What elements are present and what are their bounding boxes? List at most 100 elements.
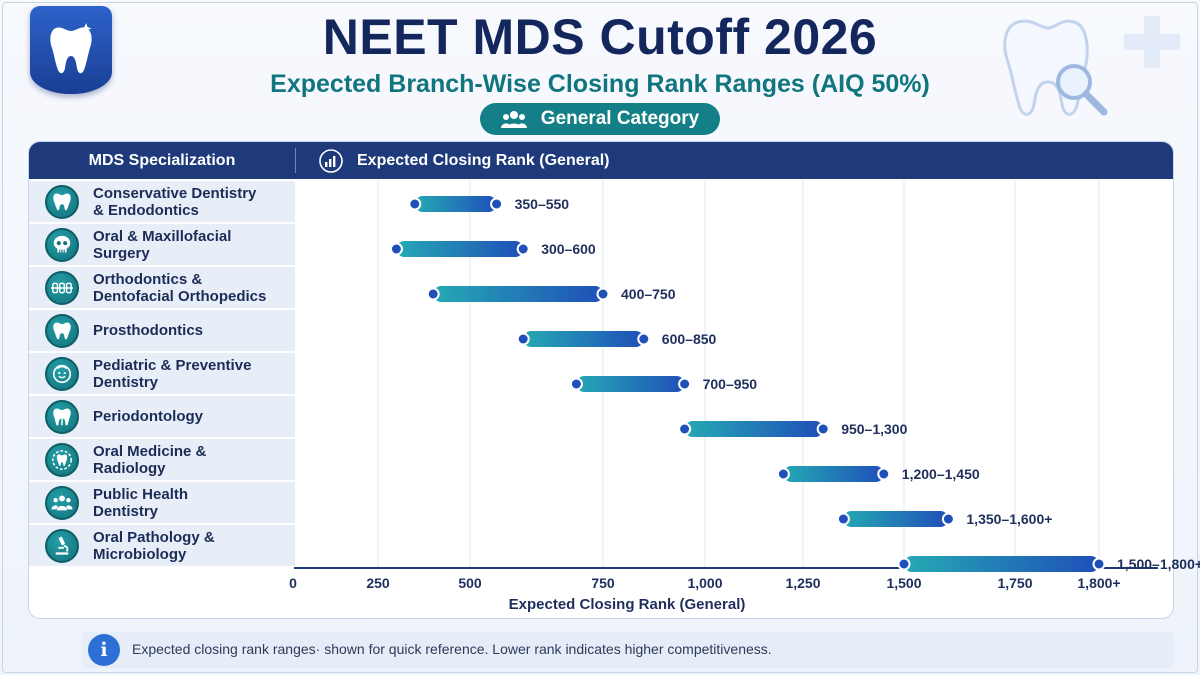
specialization-label: Oral Pathology & Microbiology xyxy=(93,528,215,563)
category-pill: General Category xyxy=(480,103,720,135)
bar-chart-icon xyxy=(319,148,343,173)
range-bar-group: 1,500–1,800+ xyxy=(897,556,1200,572)
x-tick-label: 1,800+ xyxy=(1077,575,1120,591)
range-bar-start-dot xyxy=(778,469,788,479)
range-bar-group: 700–950 xyxy=(569,376,758,392)
range-bar xyxy=(433,286,603,302)
range-bar-end-dot xyxy=(518,244,528,254)
footer-note-box xyxy=(82,632,1174,668)
range-bar xyxy=(523,331,644,347)
specialization-label: Conservative Dentistry & Endodontics xyxy=(93,184,257,219)
tooth-logo-icon xyxy=(50,23,92,74)
specialization-label: Orthodontics & Dentofacial Orthopedics xyxy=(93,270,267,305)
tooth-logo-badge xyxy=(30,6,112,94)
range-bar-end-dot xyxy=(879,469,889,479)
range-bar xyxy=(843,511,949,527)
x-tick-label: 250 xyxy=(366,575,390,591)
range-value-label: 400–750 xyxy=(621,286,676,302)
x-tick-label: 0 xyxy=(289,575,297,591)
range-bar-group: 600–850 xyxy=(516,331,717,347)
microscope-icon xyxy=(45,528,79,563)
range-bar-group: 1,200–1,450 xyxy=(776,466,980,482)
range-bar-end-dot xyxy=(1094,559,1104,569)
range-bar-start-dot xyxy=(391,244,401,254)
range-value-label: 1,500–1,800+ xyxy=(1117,556,1200,572)
x-tick-label: 1,750 xyxy=(997,575,1032,591)
specialization-label: Oral & Maxillofacial Surgery xyxy=(93,227,232,262)
specialization-row: Conservative Dentistry & Endodontics xyxy=(29,181,295,224)
range-bar-end-dot xyxy=(680,379,690,389)
range-bar xyxy=(783,466,884,482)
header-divider xyxy=(295,148,296,173)
range-bar-end-dot xyxy=(639,334,649,344)
panel-header: MDS Specialization Expected Closing Rank… xyxy=(29,142,1173,179)
range-bar-group: 300–600 xyxy=(389,241,596,257)
range-bar-start-dot xyxy=(571,379,581,389)
page-title: NEET MDS Cutoff 2026 xyxy=(322,9,878,65)
specialization-label: Public Health Dentistry xyxy=(93,485,189,520)
range-value-label: 600–850 xyxy=(662,331,717,347)
x-tick-label: 1,000 xyxy=(687,575,722,591)
specialization-row: Oral Pathology & Microbiology xyxy=(29,525,295,568)
tooth-scan-icon xyxy=(45,442,79,477)
tooth-icon xyxy=(45,184,79,219)
specialization-label: Periodontology xyxy=(93,408,203,425)
range-bar-start-dot xyxy=(899,559,909,569)
range-value-label: 950–1,300 xyxy=(841,421,907,437)
range-bar-start-dot xyxy=(680,424,690,434)
rank-column-header-label: Expected Closing Rank (General) xyxy=(357,151,610,169)
specialization-list: Conservative Dentistry & Endodontics Oral… xyxy=(29,181,295,568)
range-bar xyxy=(414,196,497,212)
grid-lines xyxy=(377,180,1100,568)
specialization-row: Periodontology xyxy=(29,396,295,439)
child-face-icon xyxy=(45,356,79,391)
range-bar-start-dot xyxy=(518,334,528,344)
range-bar-end-dot xyxy=(818,424,828,434)
skull-icon xyxy=(45,227,79,262)
specialization-row: Orthodontics & Dentofacial Orthopedics xyxy=(29,267,295,310)
info-icon: i xyxy=(88,634,120,666)
x-tick-label: 750 xyxy=(591,575,615,591)
people-icon xyxy=(500,111,527,128)
specialization-row: Pediatric & Preventive Dentistry xyxy=(29,353,295,396)
range-bar-group: 400–750 xyxy=(426,286,676,302)
chart-panel: MDS Specialization Expected Closing Rank… xyxy=(28,141,1174,619)
specialization-column-header: MDS Specialization xyxy=(88,151,236,169)
specialization-row: Oral & Maxillofacial Surgery xyxy=(29,224,295,267)
range-value-label: 1,350–1,600+ xyxy=(966,511,1052,527)
range-bar xyxy=(576,376,685,392)
plus-icon xyxy=(1124,16,1180,68)
people-icon xyxy=(45,485,79,520)
tooth-magnifier-icon xyxy=(1003,19,1108,116)
range-bar-end-dot xyxy=(598,289,608,299)
tooth-icon xyxy=(45,313,79,348)
specialization-row: Public Health Dentistry xyxy=(29,482,295,525)
x-tick-label: 1,500 xyxy=(886,575,921,591)
tooth-roots-icon xyxy=(45,399,79,434)
range-value-label: 1,200–1,450 xyxy=(902,466,980,482)
category-pill-label: General Category xyxy=(540,108,700,129)
specialization-label: Prosthodontics xyxy=(93,322,204,339)
page-subtitle: Expected Branch-Wise Closing Rank Ranges… xyxy=(270,70,930,98)
range-value-label: 700–950 xyxy=(703,376,758,392)
range-bar-group: 1,350–1,600+ xyxy=(836,511,1052,527)
range-bar-start-dot xyxy=(410,199,420,209)
range-bar-start-dot xyxy=(428,289,438,299)
specialization-row: Oral Medicine & Radiology xyxy=(29,439,295,482)
braces-icon xyxy=(45,270,79,305)
rank-column-header: Expected Closing Rank (General) xyxy=(319,142,610,179)
x-tick-label: 500 xyxy=(458,575,482,591)
x-tick-label: 1,250 xyxy=(785,575,820,591)
range-bar-end-dot xyxy=(492,199,502,209)
specialization-row: Prosthodontics xyxy=(29,310,295,353)
range-bar-group: 950–1,300 xyxy=(678,421,908,437)
x-axis-label: Expected Closing Rank (General) xyxy=(509,596,746,613)
range-bar-end-dot xyxy=(943,514,953,524)
range-bar xyxy=(684,421,824,437)
range-bar-start-dot xyxy=(838,514,848,524)
range-bar xyxy=(904,556,1099,572)
range-value-label: 300–600 xyxy=(541,241,596,257)
specialization-label: Oral Medicine & Radiology xyxy=(93,442,207,477)
range-bar xyxy=(396,241,524,257)
